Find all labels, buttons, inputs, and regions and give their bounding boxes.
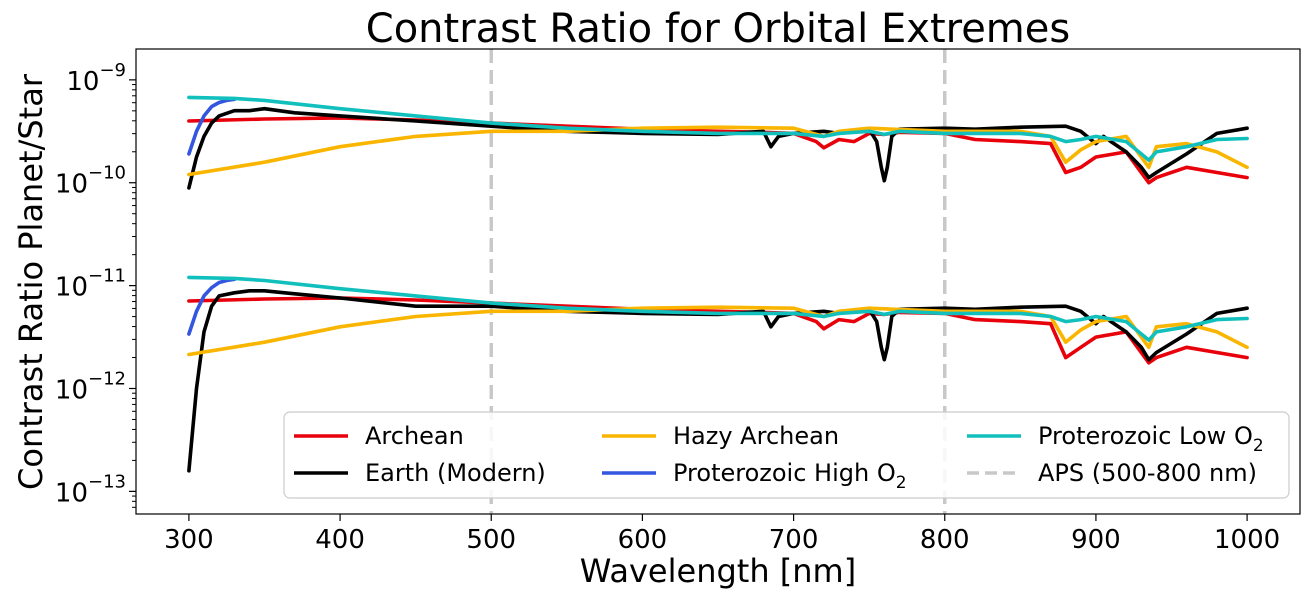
series-line-upper-proterozoic-high-o2 bbox=[187, 97, 237, 156]
x-tick-label: 600 bbox=[618, 525, 668, 555]
x-axis-label: Wavelength [nm] bbox=[580, 552, 856, 590]
x-tick-label: 700 bbox=[769, 525, 819, 555]
series-line-upper-earth-modern- bbox=[187, 106, 1249, 190]
x-tick-label: 900 bbox=[1071, 525, 1121, 555]
axis-ticks: 300 400 500 600 700 800 900 1000 10−9 10−10 10−11 1… bbox=[55, 60, 1280, 555]
series-line-lower-hazy-archean bbox=[187, 305, 1249, 357]
y-tick-label: 10−13 bbox=[55, 471, 126, 508]
legend-label: Proterozoic Low O2 bbox=[1038, 422, 1264, 456]
plot-area bbox=[187, 49, 1249, 514]
legend-label: Earth (Modern) bbox=[365, 459, 546, 487]
legend-label: APS (500-800 nm) bbox=[1038, 459, 1257, 487]
series-line-upper-proterozoic-low-o2 bbox=[187, 95, 1249, 162]
x-tick-label: 800 bbox=[920, 525, 970, 555]
x-tick-label: 400 bbox=[315, 525, 365, 555]
plot-frame bbox=[135, 48, 1301, 515]
legend: Archean Earth (Modern) Hazy Archean Protero… bbox=[283, 411, 1290, 499]
series-line-upper-hazy-archean bbox=[187, 125, 1249, 177]
legend-label: Archean bbox=[365, 422, 464, 450]
y-tick-label: 10−9 bbox=[66, 60, 126, 97]
x-tick-label: 1000 bbox=[1214, 525, 1280, 555]
series-line-lower-proterozoic-low-o2 bbox=[187, 275, 1249, 342]
y-tick-label: 10−10 bbox=[55, 163, 126, 200]
legend-label: Proterozoic High O2 bbox=[673, 459, 907, 493]
plot-series-group bbox=[187, 49, 1249, 514]
legend-box bbox=[283, 411, 1290, 499]
x-tick-label: 300 bbox=[164, 525, 214, 555]
y-tick-label: 10−11 bbox=[55, 266, 126, 303]
legend-label: Hazy Archean bbox=[673, 422, 839, 450]
y-axis-label: Contrast Ratio Planet/Star bbox=[12, 73, 50, 490]
x-tick-label: 500 bbox=[466, 525, 516, 555]
series-line-lower-proterozoic-high-o2 bbox=[187, 277, 237, 336]
chart-title: Contrast Ratio for Orbital Extremes bbox=[366, 6, 1070, 52]
y-tick-label: 10−12 bbox=[55, 368, 126, 405]
